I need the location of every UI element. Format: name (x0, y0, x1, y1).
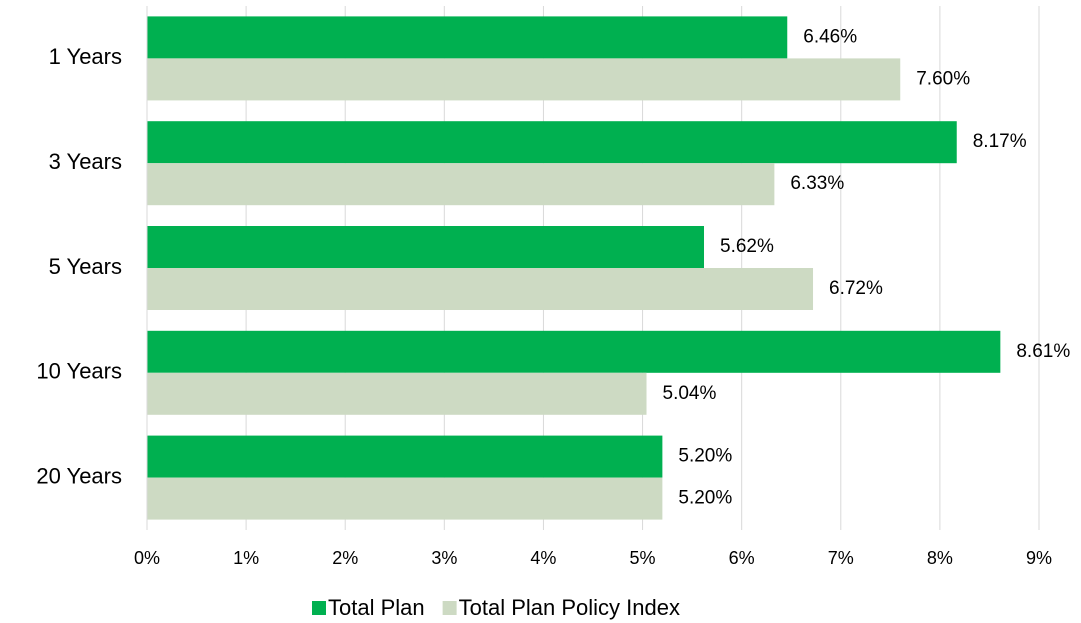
y-tick-label: 10 Years (36, 359, 122, 384)
x-tick-label: 4% (530, 548, 556, 568)
data-label: 8.61% (1016, 341, 1070, 362)
legend-swatch (312, 601, 326, 615)
bar (147, 268, 814, 310)
data-label: 5.20% (678, 446, 732, 467)
x-tick-label: 1% (233, 548, 259, 568)
y-tick-label: 20 Years (36, 463, 122, 488)
x-tick-label: 5% (630, 548, 656, 568)
bar (147, 330, 1001, 373)
data-label: 6.33% (790, 173, 844, 194)
bar (147, 16, 788, 59)
x-tick-label: 2% (332, 548, 358, 568)
x-tick-label: 8% (927, 548, 953, 568)
legend-label: Total Plan (328, 595, 425, 620)
bar (147, 58, 901, 101)
data-label: 7.60% (916, 68, 970, 89)
bar (147, 226, 705, 268)
data-label: 6.46% (803, 26, 857, 47)
x-tick-label: 9% (1026, 548, 1052, 568)
bar (147, 121, 957, 164)
bar (147, 477, 663, 520)
data-label: 5.62% (720, 236, 774, 257)
data-label: 5.20% (678, 488, 732, 509)
x-tick-label: 3% (431, 548, 457, 568)
x-tick-label: 6% (729, 548, 755, 568)
data-label: 5.04% (663, 383, 717, 404)
bar (147, 372, 647, 415)
y-tick-label: 5 Years (49, 254, 122, 279)
data-label: 6.72% (829, 278, 883, 299)
bar (147, 163, 775, 206)
y-tick-label: 1 Years (49, 44, 122, 69)
bar (147, 435, 663, 478)
y-tick-label: 3 Years (49, 149, 122, 174)
legend-label: Total Plan Policy Index (459, 595, 680, 620)
legend-swatch (442, 601, 457, 615)
x-tick-label: 0% (134, 548, 160, 568)
data-label: 8.17% (973, 131, 1027, 152)
x-tick-label: 7% (828, 548, 854, 568)
